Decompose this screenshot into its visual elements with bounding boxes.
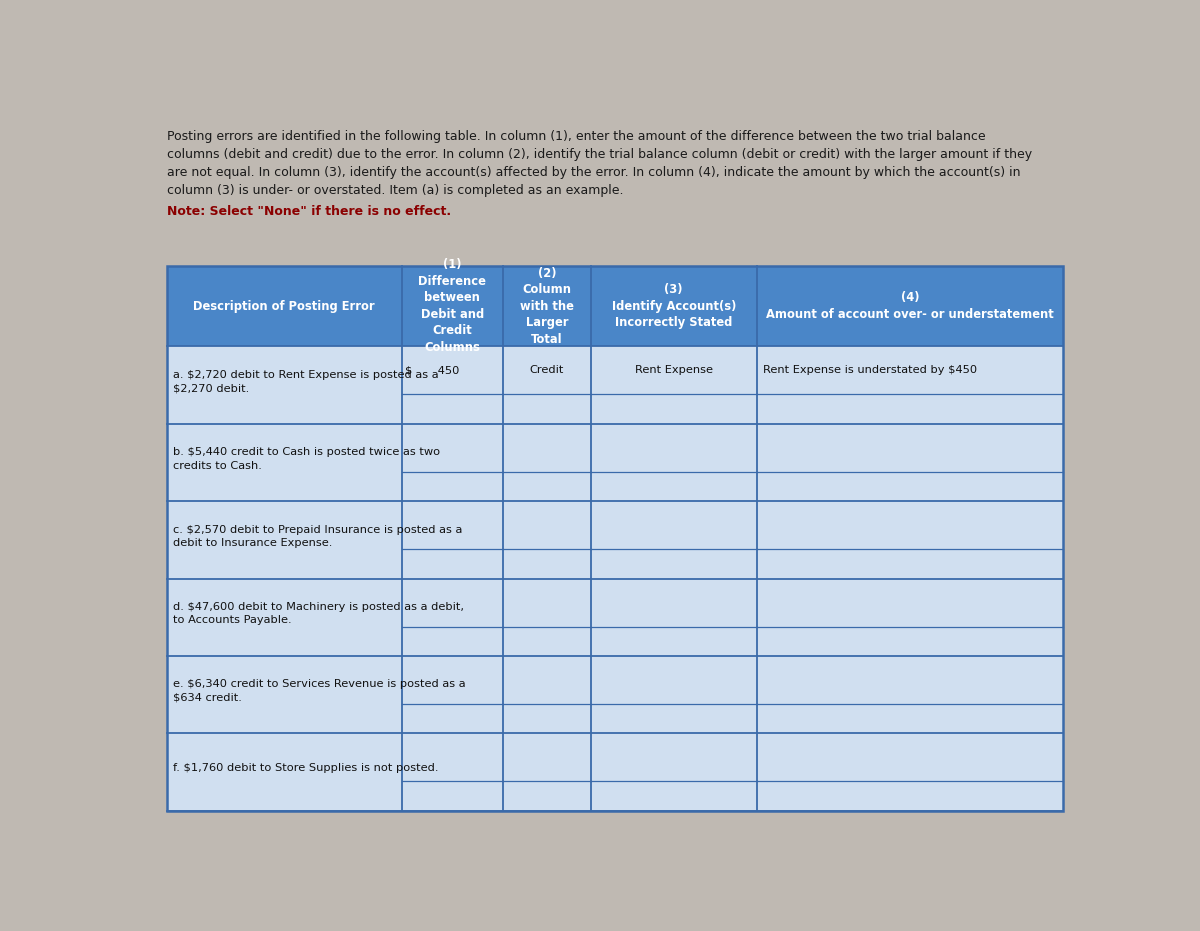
Text: (4)
Amount of account over- or understatement: (4) Amount of account over- or understat… — [766, 291, 1054, 321]
Bar — [167, 266, 1063, 346]
Bar — [167, 266, 1063, 811]
Text: Credit: Credit — [529, 366, 564, 375]
Text: a. $2,720 debit to Rent Expense is posted as a
$2,270 debit.: a. $2,720 debit to Rent Expense is poste… — [173, 370, 439, 393]
Text: Posting errors are identified in the following table. In column (1), enter the a: Posting errors are identified in the fol… — [167, 129, 1032, 196]
Text: Rent Expense is understated by $450: Rent Expense is understated by $450 — [763, 366, 977, 375]
Text: Description of Posting Error: Description of Posting Error — [193, 300, 374, 313]
Text: (1)
Difference
between
Debit and
Credit
Columns: (1) Difference between Debit and Credit … — [419, 259, 486, 354]
Text: $       450: $ 450 — [406, 366, 460, 375]
Text: d. $47,600 debit to Machinery is posted as a debit,
to Accounts Payable.: d. $47,600 debit to Machinery is posted … — [173, 602, 464, 626]
Text: (3)
Identify Account(s)
Incorrectly Stated: (3) Identify Account(s) Incorrectly Stat… — [612, 283, 736, 330]
Text: Note: Select "None" if there is no effect.: Note: Select "None" if there is no effec… — [167, 205, 451, 218]
Text: Rent Expense: Rent Expense — [635, 366, 713, 375]
Text: e. $6,340 credit to Services Revenue is posted as a
$634 credit.: e. $6,340 credit to Services Revenue is … — [173, 680, 466, 703]
Text: b. $5,440 credit to Cash is posted twice as two
credits to Cash.: b. $5,440 credit to Cash is posted twice… — [173, 447, 440, 470]
Text: f. $1,760 debit to Store Supplies is not posted.: f. $1,760 debit to Store Supplies is not… — [173, 763, 439, 774]
Text: c. $2,570 debit to Prepaid Insurance is posted as a
debit to Insurance Expense.: c. $2,570 debit to Prepaid Insurance is … — [173, 525, 463, 548]
Bar — [167, 266, 1063, 811]
Text: (2)
Column
with the
Larger
Total: (2) Column with the Larger Total — [520, 266, 574, 345]
